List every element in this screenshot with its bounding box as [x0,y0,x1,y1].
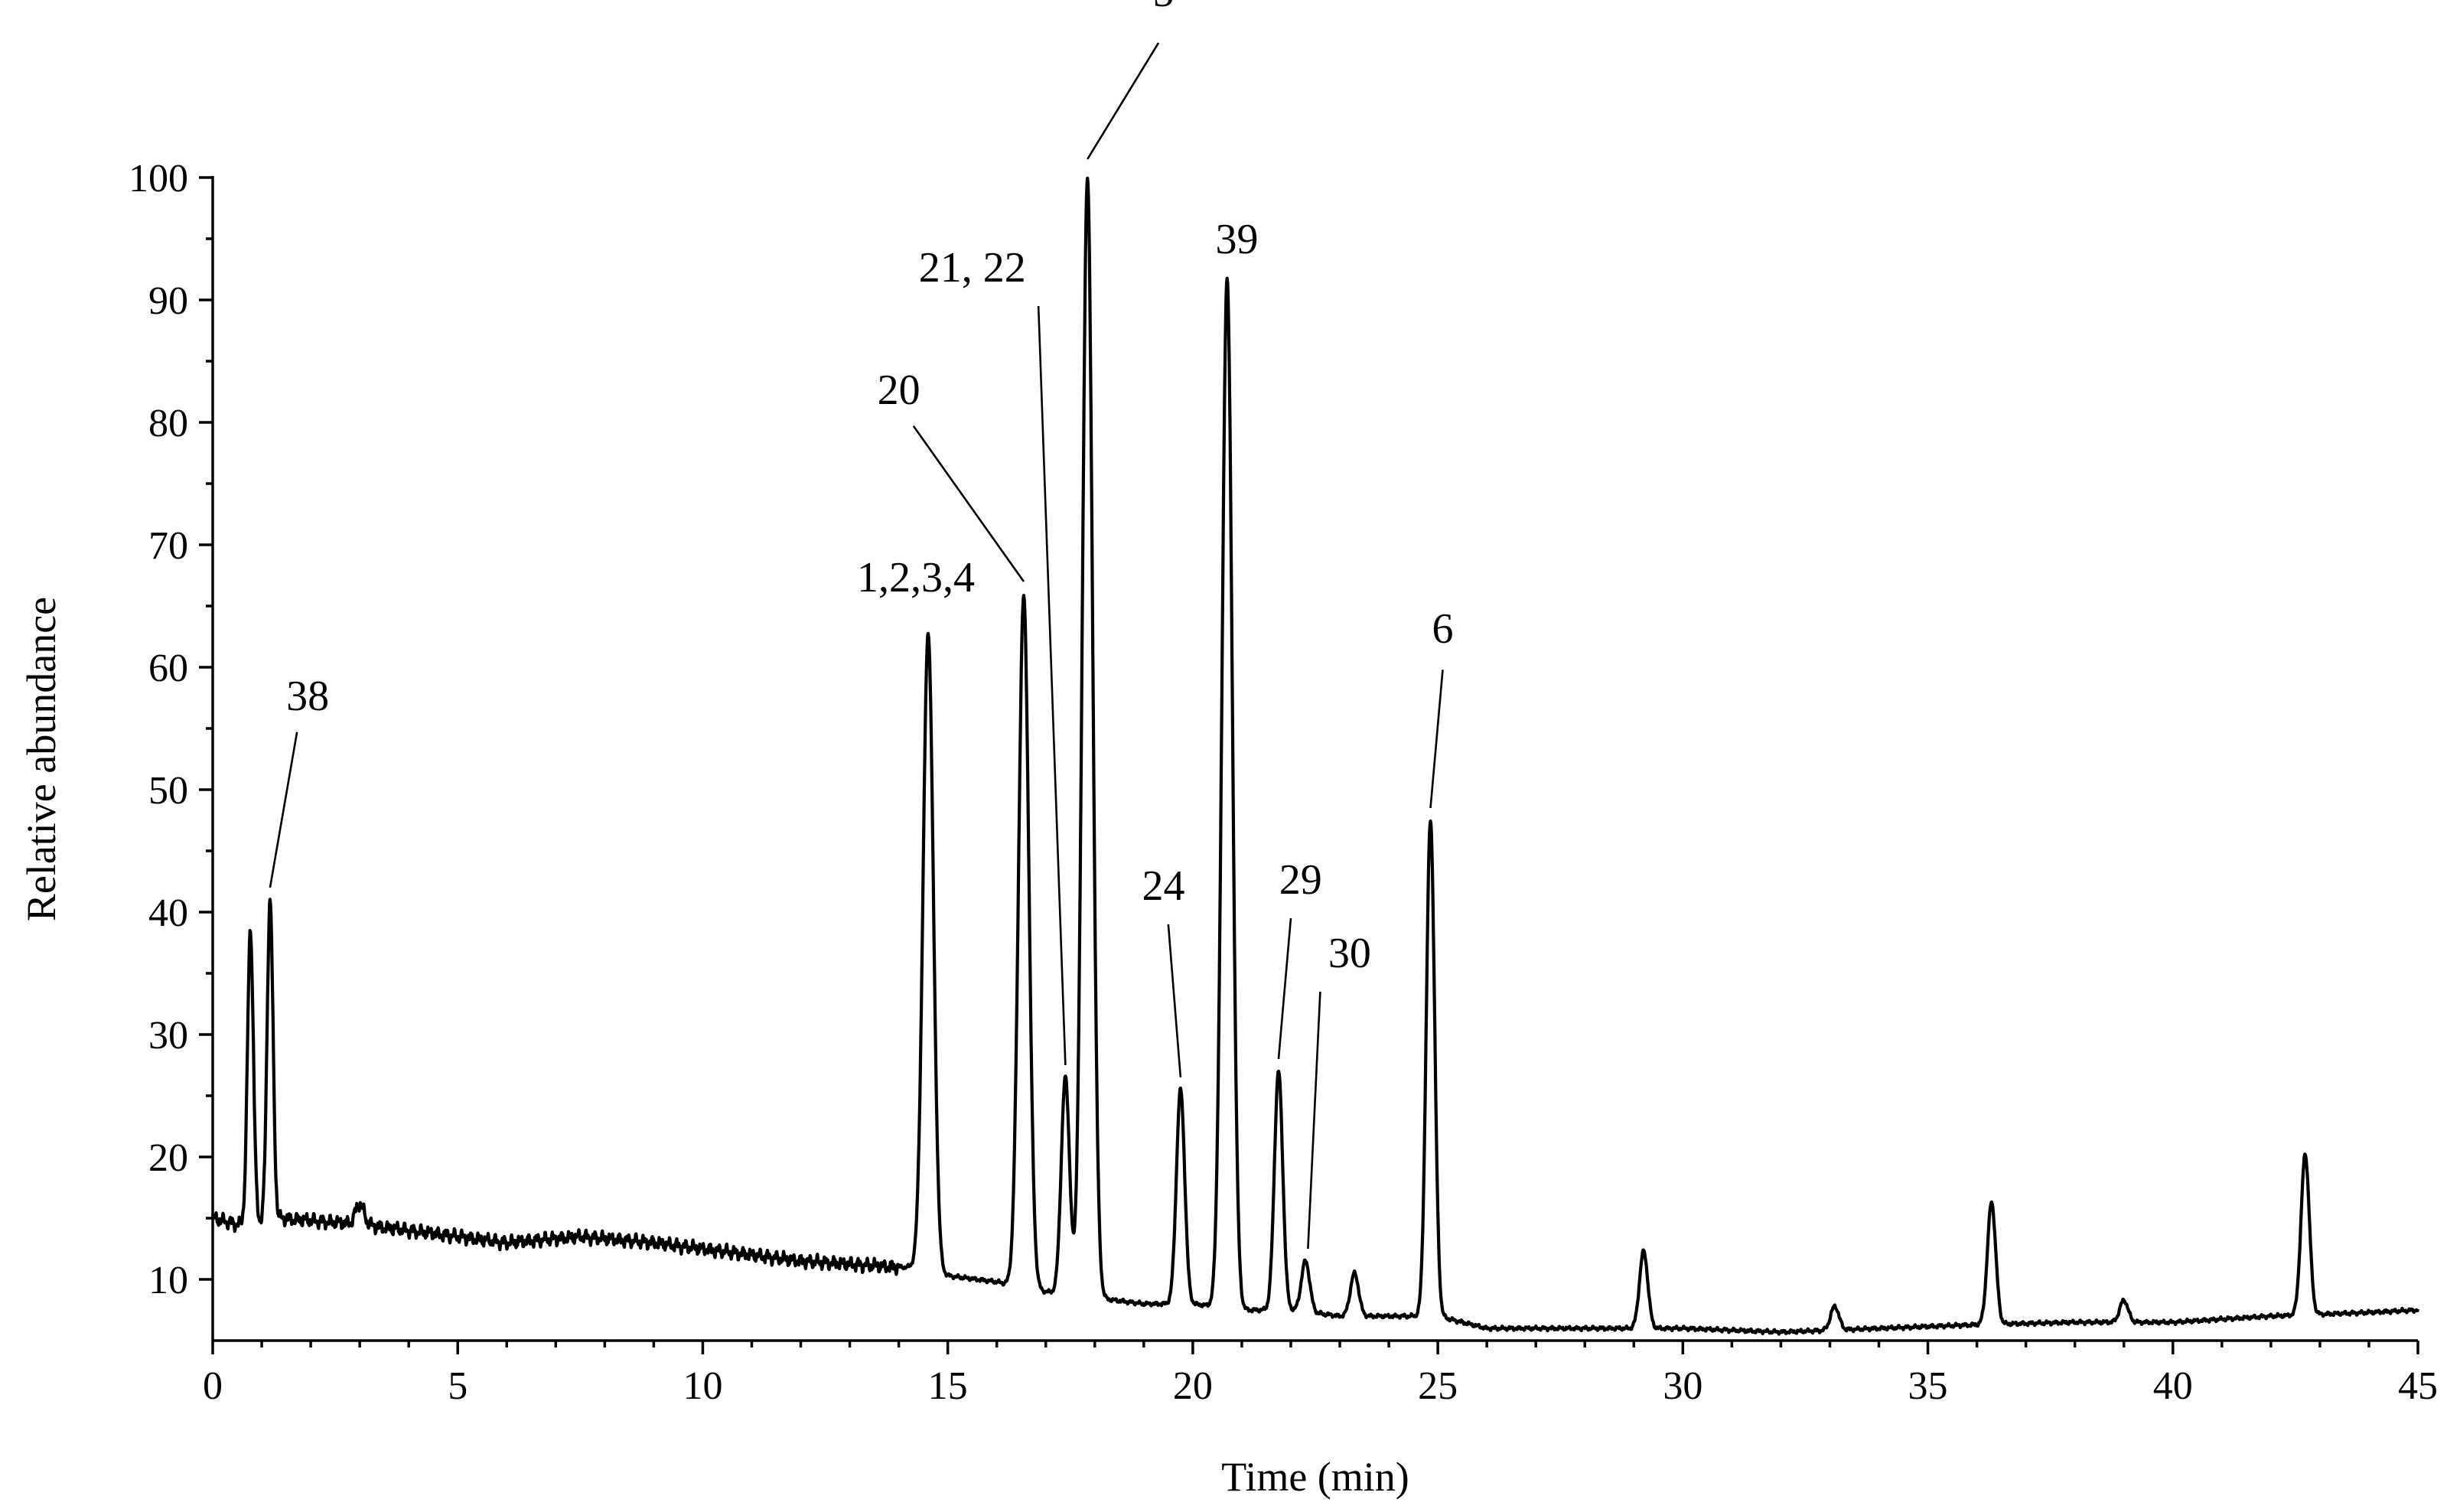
peak-label: 30 [1328,930,1371,977]
peak-label: 1,2,3,4 [857,554,975,601]
x-tick-label: 20 [1173,1364,1213,1408]
x-tick-label: 25 [1418,1364,1458,1408]
annotation-leader-line [912,425,1025,582]
y-tick-label: 30 [148,1014,188,1057]
x-tick-label: 0 [203,1364,223,1408]
annotation-leader-line [269,732,298,888]
y-axis-title: Relative abundance [18,597,64,921]
peak-label: 39 [1216,216,1259,263]
x-tick-label: 45 [2398,1364,2438,1408]
y-tick-label: 50 [148,769,188,813]
peak-label: 21, 22 [919,244,1026,292]
trace-layer [210,176,2420,1336]
y-tick-label: 80 [148,402,188,445]
annotation-leader-line [1277,917,1292,1060]
y-tick-label: 10 [148,1259,188,1302]
annotation-leader-line [1037,305,1067,1066]
x-tick-label: 10 [683,1364,722,1408]
peak-label: 5 [1152,0,1174,16]
y-tick-label: 40 [148,891,188,935]
x-axis-title: Time (min) [1221,1454,1409,1500]
peak-label: 6 [1432,605,1454,653]
peak-label: 20 [878,367,920,414]
chromatogram-trace [210,176,2420,1336]
annotation-leader-line [1429,670,1444,809]
peak-label: 29 [1279,856,1322,904]
y-tick-label: 90 [148,279,188,323]
annotation-leader-line [1087,42,1160,160]
peak-apex-marks [249,176,2306,1308]
axes [211,176,2418,1342]
axis-ticks: 0 5 10 15 20 25 30 35 40 45 10 20 30 40 50 60 70 80 90 100 [129,157,2438,1408]
y-tick-label: 60 [148,647,188,690]
x-tick-label: 30 [1663,1364,1702,1408]
y-tick-label: 70 [148,524,188,568]
x-tick-label: 15 [928,1364,968,1408]
x-tick-label: 40 [2153,1364,2193,1408]
annotation-leader-line [1167,924,1182,1078]
y-tick-label: 100 [129,157,188,200]
x-tick-label: 35 [1908,1364,1948,1408]
x-tick-label: 5 [448,1364,468,1408]
y-tick-label: 20 [148,1136,188,1180]
annotation-leader-line [1307,991,1321,1250]
peak-label: 24 [1142,862,1184,910]
peak-label: 38 [286,673,329,720]
